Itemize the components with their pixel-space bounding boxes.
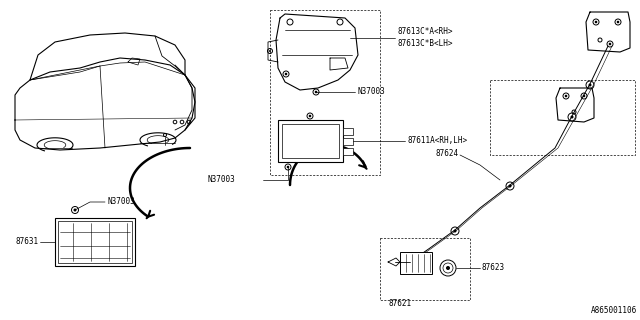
FancyBboxPatch shape — [343, 138, 353, 145]
Circle shape — [315, 91, 317, 93]
Text: N37003: N37003 — [107, 197, 135, 206]
Text: A865001106: A865001106 — [591, 306, 637, 315]
FancyBboxPatch shape — [400, 252, 432, 274]
FancyBboxPatch shape — [278, 120, 343, 162]
Circle shape — [287, 166, 289, 168]
Circle shape — [446, 266, 450, 270]
Text: N37003: N37003 — [208, 175, 236, 185]
Circle shape — [564, 95, 567, 97]
Text: 87613C*B<LH>: 87613C*B<LH> — [397, 38, 452, 47]
Text: 87624: 87624 — [435, 148, 458, 157]
Text: 87631: 87631 — [16, 237, 39, 246]
Text: 87611A<RH,LH>: 87611A<RH,LH> — [407, 137, 467, 146]
Circle shape — [74, 209, 77, 212]
Circle shape — [308, 115, 311, 117]
Circle shape — [617, 21, 620, 23]
Circle shape — [570, 116, 573, 118]
Circle shape — [285, 73, 287, 75]
Circle shape — [454, 229, 456, 233]
FancyBboxPatch shape — [55, 218, 135, 266]
Circle shape — [582, 95, 586, 97]
Text: 87613C*A<RH>: 87613C*A<RH> — [397, 28, 452, 36]
Text: N37003: N37003 — [357, 87, 385, 97]
Circle shape — [269, 50, 271, 52]
FancyBboxPatch shape — [343, 148, 353, 155]
FancyBboxPatch shape — [282, 124, 339, 158]
Circle shape — [609, 43, 611, 45]
Circle shape — [595, 21, 597, 23]
Text: 87623: 87623 — [482, 263, 505, 273]
Text: 87621: 87621 — [388, 300, 412, 308]
FancyBboxPatch shape — [343, 128, 353, 135]
Circle shape — [589, 84, 591, 86]
Circle shape — [509, 185, 511, 188]
